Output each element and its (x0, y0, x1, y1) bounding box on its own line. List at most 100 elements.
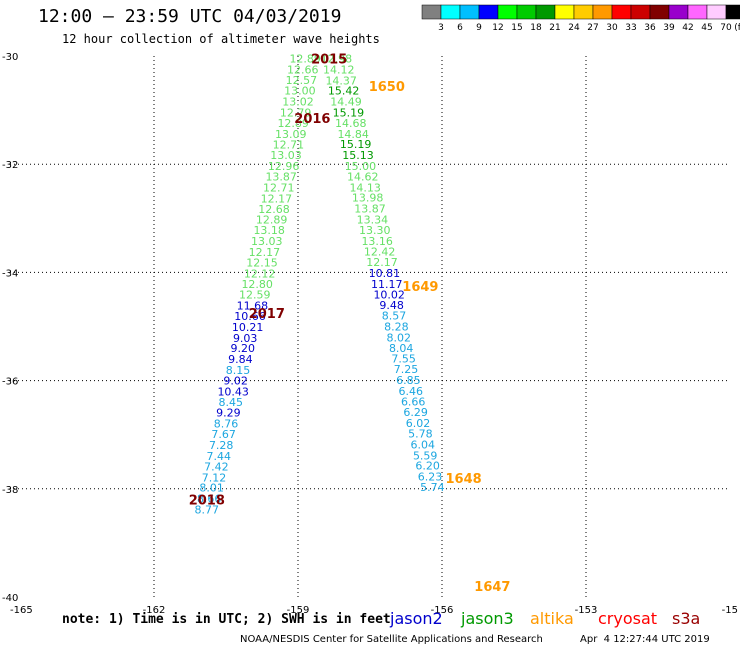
swh-point-jason2: 14.12 (323, 64, 355, 77)
swh-point-jason2: 12.98 (321, 53, 353, 66)
swh-point-jason3: 8.76 (214, 417, 239, 430)
time-label: 2017 (249, 307, 285, 322)
swh-point-jason2: 14.84 (337, 128, 369, 141)
swh-point-jason2: 7.55 (391, 352, 416, 365)
swh-point-jason2: 12.42 (364, 245, 396, 258)
swh-point-jason3: 12.71 (263, 181, 295, 194)
satellite-altika: altika (530, 609, 574, 628)
colorbar-label: 45 (701, 23, 712, 33)
colorbar-label: 39 (663, 23, 675, 33)
colorbar-swatch (497, 4, 518, 20)
swh-point-jason2: 15.42 (328, 85, 360, 98)
swh-point-jason3: 13.02 (282, 95, 314, 108)
colorbar-swatch (592, 4, 613, 20)
swh-point-jason3: 13.09 (275, 128, 307, 141)
swh-point-jason2: 14.62 (347, 171, 379, 184)
generation-timestamp: Apr 4 12:27:44 UTC 2019 (580, 634, 710, 645)
swh-point-jason3: 12.17 (261, 192, 293, 205)
swh-point-jason3: 10.66 (234, 310, 266, 323)
swh-point-jason3: 10.43 (217, 385, 249, 398)
x-tick-label: -15 (722, 605, 738, 616)
y-tick-label: -32 (2, 160, 18, 171)
colorbar-swatch (573, 4, 594, 20)
time-label: 1649 (402, 280, 438, 295)
swh-point-jason3: 13.00 (284, 85, 316, 98)
swh-point-jason3: 13.03 (251, 235, 283, 248)
swh-point-jason2: 14.68 (335, 117, 367, 130)
colorbar-swatch (668, 4, 689, 20)
colorbar-label: 18 (530, 23, 542, 33)
time-label: 2016 (294, 112, 330, 127)
swh-point-jason3: 9.02 (223, 375, 248, 388)
time-label: 2018 (189, 494, 225, 509)
chart-title: 12:00 — 23:59 UTC 04/03/2019 (38, 6, 342, 27)
y-tick-label: -36 (2, 377, 18, 388)
swh-point-jason2: 8.28 (384, 321, 409, 334)
colorbar-label: 70 (720, 23, 732, 33)
swh-point-jason3: 12.79 (280, 106, 312, 119)
swh-point-jason2: 5.59 (413, 449, 438, 462)
x-tick-label: -159 (287, 605, 310, 616)
x-tick-label: -162 (143, 605, 166, 616)
swh-point-jason3: 12.89 (256, 213, 288, 226)
swh-point-jason3: 13.03 (270, 149, 302, 162)
swh-point-jason2: 6.04 (411, 438, 436, 451)
swh-point-jason2: 5.74 (420, 481, 445, 494)
swh-point-jason3: 8.15 (226, 364, 251, 377)
colorbar-label: 42 (682, 23, 693, 33)
credit-text: NOAA/NESDIS Center for Satellite Applica… (240, 634, 543, 645)
swh-point-jason3: 10.21 (232, 321, 264, 334)
swh-point-jason3: 12.71 (273, 139, 305, 152)
colorbar-swatch (649, 4, 670, 20)
y-tick-label: -30 (2, 52, 18, 63)
colorbar-label: 30 (606, 23, 618, 33)
time-label: 1650 (369, 80, 405, 95)
swh-point-jason2: 13.30 (359, 224, 391, 237)
swh-point-jason2: 6.85 (396, 374, 421, 387)
swh-point-jason3: 7.28 (209, 439, 234, 452)
swh-point-jason2: 12.17 (366, 256, 398, 269)
swh-point-jason2: 13.98 (352, 192, 384, 205)
colorbar-label: 3 (438, 23, 444, 33)
satellite-jason3: jason3 (461, 609, 514, 628)
swh-point-jason3: 9.20 (231, 342, 256, 355)
swh-point-jason3: 7.12 (202, 471, 227, 484)
time-label: 1648 (446, 472, 482, 487)
swh-point-jason3: 12.89 (277, 117, 309, 130)
swh-point-jason2: 10.81 (369, 267, 401, 280)
colorbar-label: 12 (492, 23, 503, 33)
swh-point-jason3: 7.44 (207, 450, 232, 463)
colorbar-swatch (611, 4, 632, 20)
satellite-s3a: s3a (672, 609, 701, 628)
colorbar-unit: (ft) (734, 23, 740, 33)
swh-point-jason2: 8.57 (382, 310, 407, 323)
colorbar-swatch (478, 4, 499, 20)
swh-point-jason3: 12.89 (289, 53, 321, 66)
y-tick-label: -38 (2, 485, 18, 496)
swh-point-jason3: 7.42 (204, 461, 229, 474)
colorbar-label: 36 (644, 23, 656, 33)
swh-point-jason2: 15.13 (342, 149, 374, 162)
swh-point-jason3: 8.45 (219, 396, 244, 409)
swh-point-jason3: 11.68 (237, 299, 269, 312)
colorbar-swatch (535, 4, 556, 20)
swh-point-jason2: 6.20 (415, 460, 440, 473)
swh-point-jason2: 6.46 (399, 385, 424, 398)
swh-point-jason2: 13.87 (354, 203, 386, 216)
chart-subtitle: 12 hour collection of altimeter wave hei… (62, 32, 380, 46)
swh-point-jason3: 12.80 (241, 278, 273, 291)
colorbar-swatch (630, 4, 651, 20)
swh-point-jason2: 11.17 (371, 278, 403, 291)
time-label: 2015 (311, 53, 347, 68)
colorbar-swatch (421, 4, 442, 20)
x-tick-label: -165 (10, 605, 33, 616)
colorbar-swatch (725, 4, 740, 20)
x-tick-label: -156 (431, 605, 454, 616)
swh-point-jason3: 9.03 (233, 332, 258, 345)
colorbar-swatch (516, 4, 537, 20)
colorbar-label: 33 (625, 23, 636, 33)
swh-point-jason3: 8.66 (197, 493, 222, 506)
swh-point-jason3: 12.68 (258, 203, 290, 216)
swh-point-jason3: 7.67 (211, 428, 236, 441)
satellite-jason2: jason2 (390, 609, 443, 628)
